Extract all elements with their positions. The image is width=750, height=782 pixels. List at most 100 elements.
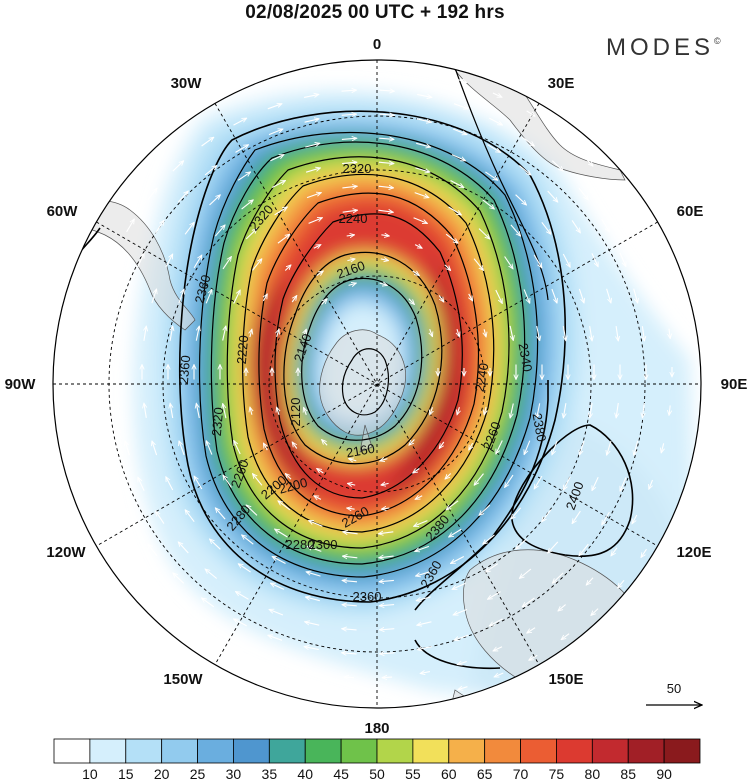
wind-vector [416, 142, 431, 147]
contour-2400 [511, 424, 634, 557]
contour-label: 2120 [288, 398, 303, 427]
wind-vector [451, 556, 465, 564]
wind-vector [98, 441, 103, 456]
wind-vector [533, 254, 542, 268]
wind-vector [483, 534, 495, 544]
wind-vector [484, 406, 486, 415]
wind-vector [516, 538, 527, 549]
wind-vector [669, 405, 670, 415]
wind-vector [551, 160, 563, 171]
wind-vector [515, 194, 527, 205]
wind-vector [144, 326, 146, 341]
wind-vector [551, 288, 557, 303]
wind-vector [379, 629, 395, 630]
longitude-labels: 0 30E 60E 90E 120E 150E 180 150W 120W 90W 60W 30W [5, 36, 748, 737]
colorbar-label: 15 [118, 766, 134, 782]
wind-vector [648, 254, 653, 264]
wind-vector [66, 329, 67, 339]
wind-vector [522, 597, 535, 607]
wind-vector [523, 289, 530, 303]
wind-vector [185, 510, 195, 523]
wind-vector [170, 605, 179, 612]
wind-vector [510, 403, 514, 419]
wind-vector [144, 403, 146, 418]
wind-vector [177, 191, 188, 203]
wind-vector [275, 529, 288, 538]
wind-vector [381, 235, 389, 236]
wind-vector [196, 403, 200, 419]
wind-vector [304, 119, 320, 123]
wind-vector [148, 544, 158, 557]
wind-vector [633, 288, 638, 303]
brand-logo: MODES© [606, 34, 721, 61]
wind-vector [292, 442, 298, 449]
wind-vector [201, 628, 210, 634]
wind-vector [309, 521, 323, 527]
wind-vector [453, 608, 468, 615]
wind-vector [322, 440, 328, 446]
wind-vector [173, 573, 185, 584]
wind-vector [193, 255, 202, 269]
colorbar: 10 15 20 25 30 35 40 45 50 55 60 65 70 75 80 85 90 [53, 738, 701, 782]
wind-vector [124, 289, 129, 304]
wind-vector [484, 329, 486, 337]
wind-vector [493, 646, 503, 652]
wind-vector [669, 328, 670, 339]
wind-vector [408, 298, 415, 305]
south-america [59, 200, 196, 331]
wind-vector [619, 477, 627, 492]
wind-vector [444, 264, 451, 271]
wind-vector [445, 233, 458, 243]
wind-vector [184, 222, 194, 235]
wind-vector [284, 265, 291, 271]
wind-vector [606, 288, 611, 303]
contour-label: 2200 [277, 475, 309, 497]
wind-vector [126, 219, 135, 233]
map-border [52, 59, 702, 709]
wind-vector [305, 168, 320, 173]
wind-vector [591, 608, 599, 616]
wind-vector [205, 289, 212, 304]
longitude-label: 60W [47, 203, 79, 220]
wind-vector [215, 508, 226, 520]
wind-vector [314, 496, 322, 500]
wind-vector [342, 556, 358, 558]
reference-vector-label: 50 [667, 681, 681, 696]
wind-vector [165, 254, 173, 268]
wind-vector [562, 253, 570, 267]
wind-vector [415, 496, 423, 500]
wind-vector [170, 326, 173, 341]
longitude-label: 150W [163, 671, 203, 688]
wind-vector [306, 572, 321, 577]
wind-vector [342, 653, 357, 654]
wind-vector [263, 294, 267, 302]
wind-vector [415, 545, 430, 551]
wind-vector [316, 271, 324, 276]
wind-vector [222, 257, 231, 270]
wind-vector [379, 138, 394, 139]
wind-vector [416, 571, 431, 576]
wind-vector [118, 326, 120, 342]
colorbar-swatch [197, 738, 234, 764]
wind-vector [278, 501, 291, 511]
wind-vector [489, 618, 503, 626]
colorbar-label: 45 [333, 766, 349, 782]
wind-vector [561, 633, 570, 640]
longitude-label: 180 [364, 720, 389, 737]
wind-vector [585, 158, 593, 166]
wind-vector [305, 143, 320, 148]
wind-vector [661, 443, 664, 453]
wind-vector [519, 568, 532, 579]
colorbar-swatch [556, 738, 593, 764]
longitude-label: 60E [677, 203, 704, 220]
wind-vector [557, 132, 566, 139]
wind-vector [547, 190, 558, 202]
wind-vector [306, 672, 317, 674]
wind-vector [450, 180, 464, 188]
wind-vector [194, 476, 203, 490]
wind-vector [601, 218, 610, 232]
wind-vector [537, 403, 541, 418]
colorbar-label: 25 [190, 766, 206, 782]
wind-vector [269, 609, 284, 616]
wind-vector [414, 245, 422, 249]
